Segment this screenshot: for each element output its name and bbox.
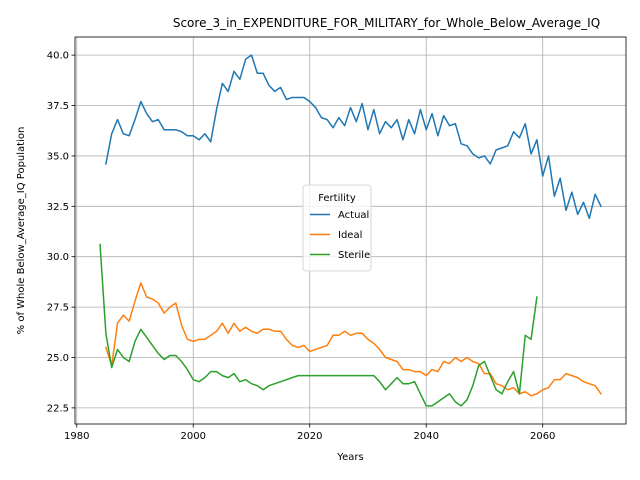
y-tick-label: 25.0	[47, 353, 69, 364]
series-layer	[99, 54, 602, 407]
y-tick-label: 37.5	[47, 101, 69, 112]
series-line-sterile	[99, 243, 538, 407]
legend-label-actual: Actual	[338, 210, 369, 221]
y-tick-label: 35.0	[47, 151, 69, 162]
legend-box	[302, 184, 372, 272]
chart-title: Score_3_in_EXPENDITURE_FOR_MILITARY_for_…	[173, 16, 600, 30]
series-line-ideal	[104, 282, 602, 397]
legend: Fertility Actual Ideal Sterile	[302, 184, 372, 272]
y-tick-label: 40.0	[47, 51, 69, 62]
x-tick-label: 2060	[530, 431, 555, 442]
legend-label-sterile: Sterile	[338, 250, 370, 261]
x-tick-label: 2000	[181, 431, 206, 442]
x-axis-label: Years	[336, 452, 363, 463]
y-axis-ticks: 22.5 25.0 27.5 30.0 32.5 35.0 37.5 40.0	[47, 51, 75, 414]
legend-title: Fertility	[318, 193, 356, 204]
y-axis-label: % of Whole Below_Average_IQ Population	[16, 127, 27, 335]
y-tick-label: 30.0	[47, 252, 69, 263]
x-tick-label: 2020	[297, 431, 322, 442]
legend-label-ideal: Ideal	[338, 230, 362, 241]
plot-frame	[74, 36, 627, 425]
x-tick-label: 2040	[413, 431, 438, 442]
y-tick-label: 32.5	[47, 202, 69, 213]
x-axis-ticks: 1980 2000 2020 2040 2060	[64, 424, 555, 442]
y-tick-label: 27.5	[47, 303, 69, 314]
series-line-actual	[104, 54, 602, 220]
x-tick-label: 1980	[64, 431, 89, 442]
y-tick-label: 22.5	[47, 403, 69, 414]
